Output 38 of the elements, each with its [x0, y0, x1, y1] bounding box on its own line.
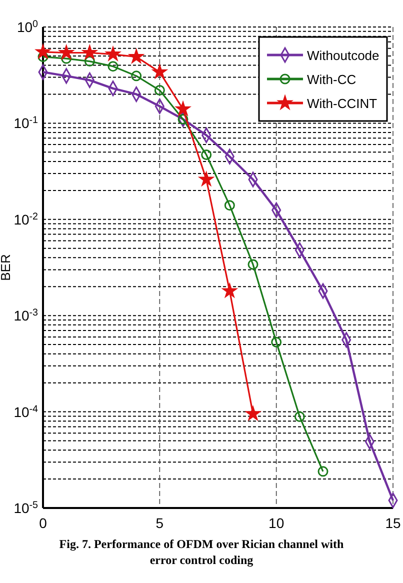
legend-label: With-CC — [307, 72, 356, 87]
point — [248, 259, 258, 270]
point — [178, 114, 188, 124]
legend-label: Withoutcode — [307, 48, 380, 63]
y-axis-title: BER — [0, 254, 13, 281]
point — [222, 283, 238, 298]
x-tick-label: 5 — [156, 515, 164, 531]
point — [106, 46, 120, 61]
point — [128, 48, 144, 64]
x-tick-label: 10 — [268, 515, 284, 531]
y-tick-label: 10$^{0}$ — [16, 18, 39, 35]
y-tick-label: 10$^{-4}$ — [14, 403, 39, 420]
point — [246, 406, 260, 420]
y-tick-label: 10$^{-5}$ — [14, 500, 39, 516]
point — [318, 466, 328, 477]
point — [201, 149, 212, 160]
point — [82, 44, 98, 60]
point — [294, 411, 305, 422]
point — [152, 64, 168, 78]
caption: Fig. 7. Performance of OFDM over Rician channel with error control coding — [59, 537, 344, 567]
point — [224, 200, 235, 211]
point — [36, 44, 50, 58]
y-tick-label: 10$^{-2}$ — [14, 210, 38, 228]
x-tick-label: 0 — [39, 515, 48, 531]
point — [154, 85, 165, 96]
point — [271, 336, 282, 348]
point — [108, 61, 118, 72]
point — [58, 44, 74, 60]
y-tick-label: 10$^{-3}$ — [14, 307, 39, 324]
point — [131, 70, 142, 82]
point — [176, 101, 190, 116]
point — [61, 53, 72, 64]
point — [38, 52, 48, 62]
legend-label: With-CCINT — [307, 96, 378, 111]
x-tick-label: 15 — [385, 515, 401, 531]
point — [84, 56, 95, 67]
y-tick-label: 10$^{-1}$ — [14, 114, 38, 132]
point — [198, 172, 214, 186]
